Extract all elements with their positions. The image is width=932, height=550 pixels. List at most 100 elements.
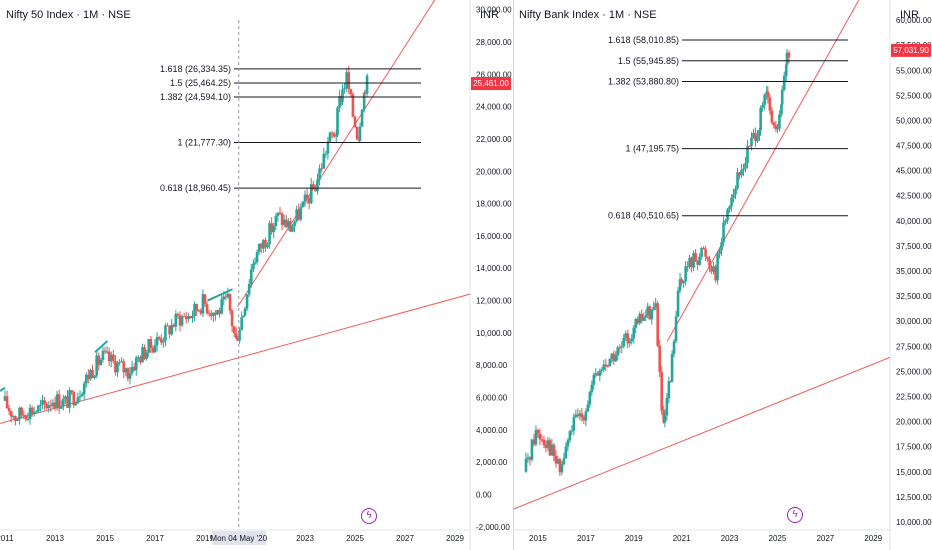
- niftybank-candle-body: [776, 128, 779, 130]
- lightning-bolt-icon[interactable]: ϟ: [361, 508, 377, 524]
- nifty50-y-tick-label: 28,000.00: [476, 38, 512, 47]
- nifty50-candle-body: [37, 405, 40, 412]
- niftybank-candle-body: [644, 315, 648, 318]
- nifty50-candle-body: [145, 352, 148, 359]
- nifty50-candle-body: [101, 350, 105, 360]
- nifty50-candle-body: [34, 411, 38, 413]
- nifty50-candle-body: [351, 94, 355, 117]
- niftybank-candle-body: [784, 64, 788, 76]
- niftybank-y-tick-label: 32,500.00: [896, 292, 932, 301]
- nifty50-candle-body: [176, 313, 180, 316]
- niftybank-candle-body: [663, 415, 667, 423]
- niftybank-candle-body: [654, 303, 657, 308]
- niftybank-candle-body: [598, 370, 602, 376]
- nifty50-candle-body: [222, 296, 226, 300]
- nifty50-candle-body: [301, 201, 305, 208]
- nifty50-candle-body: [28, 407, 32, 419]
- nifty50-candle-body: [282, 219, 286, 225]
- nifty50-y-tick-label: 30,000.00: [476, 6, 512, 15]
- niftybank-candle-body: [698, 256, 701, 265]
- nifty50-candle-body: [243, 308, 247, 316]
- niftybank-candle-body: [562, 458, 566, 465]
- nifty50-candle-body: [338, 96, 341, 108]
- nifty50-y-tick-label: 6,000.00: [476, 394, 508, 403]
- niftybank-y-tick-label: 55,000.00: [896, 66, 932, 75]
- nifty50-candle-body: [151, 347, 155, 353]
- nifty50-candle-body: [132, 366, 136, 371]
- niftybank-chart-panel[interactable]: 60,000.0057,500.0055,000.0052,500.0050,0…: [514, 0, 932, 550]
- niftybank-x-tick-label: 2029: [864, 534, 882, 543]
- niftybank-currency-label[interactable]: INR: [900, 9, 919, 21]
- nifty50-candle-body: [326, 141, 330, 154]
- nifty50-candle-body: [240, 317, 243, 331]
- niftybank-candle-body: [716, 254, 719, 281]
- nifty50-x-tick-label: 2015: [96, 534, 114, 543]
- nifty50-x-tick-label: 2025: [346, 534, 364, 543]
- niftybank-candle-body: [684, 266, 687, 282]
- niftybank-candle-body: [628, 341, 632, 344]
- niftybank-y-tick-label: 15,000.00: [896, 468, 932, 477]
- niftybank-candle-body: [722, 222, 725, 243]
- niftybank-candle-body: [734, 188, 737, 195]
- niftybank-candle-body: [658, 345, 661, 372]
- niftybank-y-tick-label: 35,000.00: [896, 267, 932, 276]
- niftybank-candle-body: [646, 306, 650, 316]
- niftybank-x-tick-label: 2017: [577, 534, 595, 543]
- nifty50-candle-body: [214, 312, 217, 315]
- nifty50-candle-body: [358, 126, 362, 141]
- niftybank-candle-body: [774, 125, 778, 130]
- niftybank-candle-body: [674, 316, 678, 342]
- nifty50-y-tick-label: 12,000.00: [476, 297, 512, 306]
- niftybank-candle-body: [556, 459, 560, 464]
- niftybank-candle-body: [742, 168, 745, 171]
- nifty50-candle-body: [259, 243, 263, 249]
- nifty50-candle-body: [360, 109, 364, 127]
- nifty50-candle-body: [234, 333, 238, 339]
- nifty50-candle-body: [118, 361, 121, 364]
- lightning-bolt-icon[interactable]: ϟ: [787, 507, 803, 523]
- nifty50-candle-body: [272, 226, 276, 233]
- niftybank-candle-body: [738, 172, 741, 176]
- nifty50-candle-body: [147, 339, 151, 353]
- nifty50-candle-body: [168, 325, 171, 335]
- nifty50-x-tick-label: 2019: [196, 534, 214, 543]
- niftybank-candle-body: [528, 457, 532, 460]
- nifty50-currency-label[interactable]: INR: [480, 9, 499, 21]
- niftybank-candle-body: [542, 439, 546, 445]
- nifty50-candle-body: [291, 226, 294, 232]
- niftybank-candle-body: [526, 457, 530, 459]
- niftybank-candle-body: [632, 327, 636, 339]
- nifty50-chart-panel[interactable]: 30,000.00 28,000.00 26,000.00 24,000.00 22,0…: [0, 0, 513, 550]
- nifty50-candle-body: [270, 223, 273, 233]
- nifty50-candle-body: [66, 396, 69, 408]
- panel-divider[interactable]: [513, 0, 514, 550]
- niftybank-last-price-tag: [891, 43, 931, 57]
- nifty50-y-tick-label: 8,000.00: [476, 361, 508, 370]
- nifty50-fib-level-label: 1.618 (26,334.35): [160, 64, 231, 74]
- niftybank-candle-body: [712, 266, 715, 272]
- niftybank-y-tick-label: 50,000.00: [896, 116, 932, 125]
- nifty50-candle-body: [205, 304, 209, 314]
- niftybank-candle-body: [730, 197, 733, 207]
- nifty50-chart-svg[interactable]: 30,000.00 28,000.00 26,000.00 24,000.00 22,0…: [0, 0, 513, 550]
- niftybank-candle-body: [652, 307, 656, 310]
- nifty50-candle-body: [20, 407, 23, 416]
- niftybank-fib-level-label: 1.382 (53,880.80): [608, 76, 679, 86]
- nifty50-candle-body: [134, 357, 138, 371]
- nifty50-candle-body: [224, 296, 228, 298]
- nifty50-candle-body: [47, 405, 51, 409]
- niftybank-trendline: [666, 0, 860, 342]
- nifty50-x-tick-label: 2013: [46, 534, 64, 543]
- niftybank-candle-body: [626, 333, 630, 344]
- niftybank-chart-svg[interactable]: 60,000.0057,500.0055,000.0052,500.0050,0…: [514, 0, 932, 550]
- niftybank-y-tick-label: 52,500.00: [896, 91, 932, 100]
- niftybank-candle-body: [700, 247, 703, 257]
- niftybank-candle-body: [746, 145, 749, 164]
- nifty50-annotation-stroke: [207, 288, 233, 302]
- niftybank-y-tick-label: 37,500.00: [896, 242, 932, 251]
- nifty50-candle-body: [295, 209, 298, 222]
- nifty50-candle-body: [322, 153, 326, 169]
- niftybank-y-tick-label: 20,000.00: [896, 418, 932, 427]
- nifty50-candle-body: [93, 375, 96, 378]
- niftybank-candle-body: [740, 170, 743, 176]
